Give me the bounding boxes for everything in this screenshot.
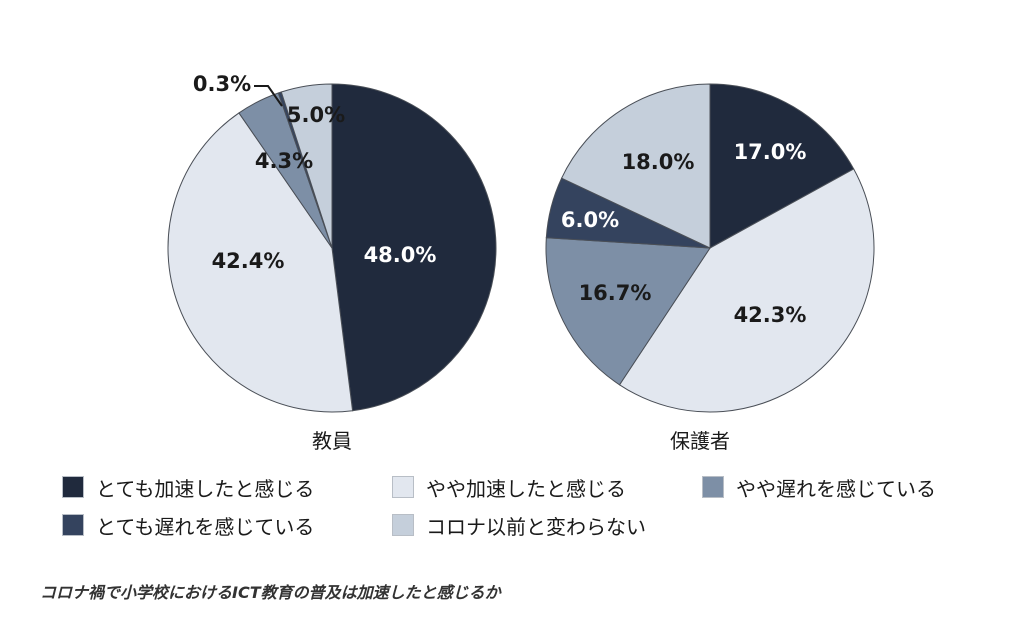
slice-label: 0.3% — [193, 72, 251, 96]
chart-caption: コロナ禍で小学校におけるICT教育の普及は加速したと感じるか — [40, 583, 501, 602]
pie-slice — [709, 83, 855, 249]
legend-label: とても遅れを感じている — [96, 514, 315, 539]
legend-label: やや遅れを感じている — [736, 476, 936, 501]
slice-label: 5.0% — [287, 103, 345, 127]
pie-title: 教員 — [312, 429, 352, 453]
legend-label: コロナ以前と変わらない — [426, 514, 646, 539]
legend-swatch — [62, 514, 84, 536]
leader-line — [254, 85, 283, 107]
slice-label: 17.0% — [734, 140, 807, 164]
pie-slice — [331, 83, 497, 412]
legend-label: とても加速したと感じる — [96, 476, 315, 501]
pie-slice — [560, 83, 711, 249]
legend-item-very-delayed: とても遅れを感じている — [62, 511, 392, 540]
slice-label: 48.0% — [364, 243, 437, 267]
legend-item-somewhat-delayed: やや遅れを感じている — [702, 473, 936, 502]
slice-label: 42.4% — [212, 249, 285, 273]
legend-item-somewhat-accelerated: やや加速したと感じる — [392, 473, 702, 502]
pie-slice — [545, 237, 711, 386]
slice-label: 6.0% — [561, 208, 619, 232]
pie-slice — [618, 168, 875, 413]
legend-swatch — [62, 476, 84, 498]
slice-label: 18.0% — [622, 150, 695, 174]
slice-label: 16.7% — [579, 281, 652, 305]
slice-label: 4.3% — [255, 149, 313, 173]
legend-label: やや加速したと感じる — [426, 476, 626, 501]
legend-item-unchanged: コロナ以前と変わらない — [392, 511, 646, 540]
legend-swatch — [702, 476, 724, 498]
pie-slice — [280, 83, 333, 249]
pie-title: 保護者 — [670, 429, 730, 453]
legend-swatch — [392, 514, 414, 536]
legend: とても加速したと感じる やや加速したと感じる やや遅れを感じている とても遅れを… — [62, 468, 1012, 544]
legend-swatch — [392, 476, 414, 498]
pie-slice — [167, 112, 354, 413]
slice-label: 42.3% — [734, 303, 807, 327]
legend-item-very-accelerated: とても加速したと感じる — [62, 473, 392, 502]
pie-charts: 48.0% 42.4% 4.3% 0.3% 5.0% 教員 17.0% 42.3% 16.7% 6… — [167, 72, 875, 453]
